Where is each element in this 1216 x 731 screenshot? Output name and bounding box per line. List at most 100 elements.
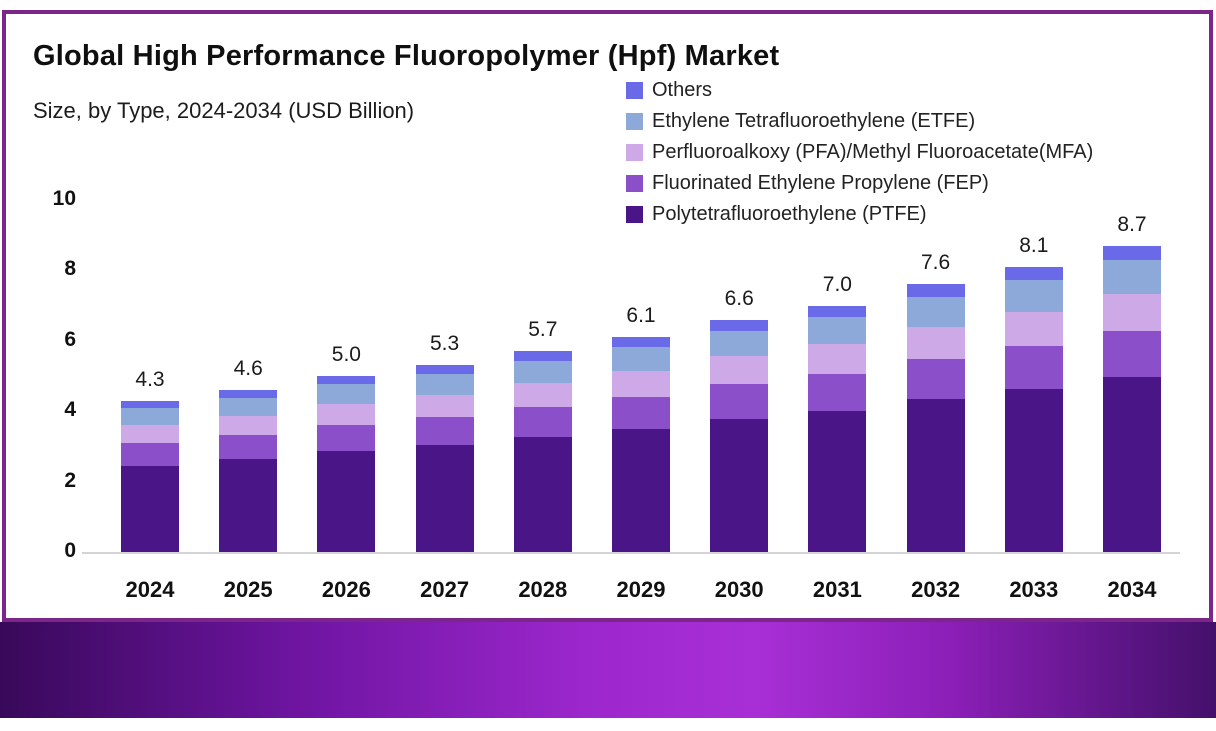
bar-segment [612,347,670,372]
bar-segment [513,383,572,407]
x-axis-year-label: 2030 [714,577,764,602]
bar-segment [906,297,965,327]
bar-segment [808,305,867,318]
bar-segment [906,284,965,298]
bar-segment [513,351,572,361]
x-axis-year-label: 2024 [125,577,175,602]
legend-label: Polytetrafluoroethylene (PTFE) [652,203,927,225]
bar-group-2026 [317,376,376,552]
bar-total-label: 7.6 [920,251,951,275]
bar-segment [219,415,278,436]
bar-segment [317,424,376,452]
bar-segment [415,374,474,395]
legend-swatch-icon [626,113,643,130]
legend-item: Ethylene Tetrafluoroethylene (ETFE) [626,110,1093,133]
footer-banner: The Market will Grow At the CAGR of: 7.3… [0,622,1216,718]
bar-group-2030 [710,319,769,552]
legend-item: Perfluoroalkoxy (PFA)/Methyl Fluoroaceta… [626,141,1093,164]
bar-segment [317,451,376,552]
legend-label: Perfluoroalkoxy (PFA)/Methyl Fluoroaceta… [652,141,1094,163]
bar-segment [317,376,376,385]
bar-total-label: 5.0 [331,343,361,366]
bar-segment [415,365,474,375]
bar-total-label: 8.1 [1019,233,1049,257]
bar-segment [612,396,670,430]
bar-segment [219,435,278,460]
y-axis-tick-label: 6 [64,327,76,351]
bar-segment [808,410,867,552]
bar-segment [1004,388,1063,552]
bar-segment [1004,345,1063,389]
bar-segment [121,424,179,444]
bar-segment [1103,330,1161,377]
bar-segment [612,337,670,348]
bar-segment [121,400,179,409]
x-axis-year-label: 2027 [420,577,470,602]
legend-item: Fluorinated Ethylene Propylene (FEP) [626,172,1093,195]
bar-segment [317,403,376,425]
bar-total-label: 8.7 [1117,212,1147,236]
bar-segment [415,445,474,552]
bar-group-2029 [612,337,670,552]
bar-total-label: 4.3 [135,367,165,391]
bar-segment [612,371,670,397]
bar-segment [808,373,867,411]
bar-group-2034 [1103,245,1161,552]
bar-segment [1004,266,1063,281]
bar-segment [808,344,867,374]
legend-swatch-icon [626,206,643,223]
bar-total-label: 5.7 [528,318,558,342]
legend-item: Polytetrafluoroethylene (PTFE) [626,203,1093,226]
bar-segment [710,330,769,357]
bar-segment [121,465,179,552]
bar-segment [513,360,572,384]
bar-segment [513,406,572,438]
bar-group-2033 [1004,266,1063,552]
x-axis-year-label: 2028 [518,577,568,602]
chart-title: Global High Performance Fluoropolymer (H… [33,40,780,72]
bar-total-label: 6.6 [724,286,754,310]
bar-group-2025 [219,390,278,552]
bar-segment [906,358,965,399]
chart-legend: Others Ethylene Tetrafluoroethylene (ETFE… [626,79,1093,234]
bar-total-label: 6.1 [626,304,656,328]
bar-segment [1103,260,1161,294]
legend-item: Others [626,79,1093,102]
y-axis-tick-label: 8 [64,257,76,281]
bar-segment [612,429,670,552]
x-axis-year-label: 2026 [321,577,371,602]
y-axis-tick-label: 10 [52,187,76,210]
bar-group-2027 [415,365,474,552]
y-axis-tick-label: 2 [64,468,76,492]
bar-group-2032 [906,284,965,552]
bar-segment [415,394,474,418]
bar-segment [219,398,278,416]
bar-segment [121,408,179,425]
bar-segment [1103,376,1161,552]
bar-group-2028 [513,351,572,552]
x-axis-year-label: 2033 [1009,577,1059,602]
bar-segment [1004,280,1063,312]
bar-segment [1103,293,1161,331]
bar-total-label: 7.0 [822,272,852,296]
x-axis-year-label: 2025 [223,577,273,602]
x-axis-year-label: 2031 [812,577,862,602]
chart-subtitle: Size, by Type, 2024-2034 (USD Billion) [33,98,415,123]
bar-total-label: 4.6 [233,357,263,381]
legend-label: Others [652,79,713,101]
bar-segment [710,319,769,331]
bar-segment [513,437,572,552]
bar-segment [906,398,965,552]
bar-group-2031 [808,305,867,552]
legend-swatch-icon [626,175,643,192]
bar-segment [219,459,278,552]
bar-segment [219,390,278,399]
x-axis-year-label: 2029 [616,577,666,602]
bar-segment [710,418,769,552]
y-axis-tick-label: 0 [64,539,76,562]
legend-label: Ethylene Tetrafluoroethylene (ETFE) [652,110,976,132]
bar-segment [808,317,867,345]
legend-swatch-icon [626,144,643,161]
bar-segment [906,326,965,359]
